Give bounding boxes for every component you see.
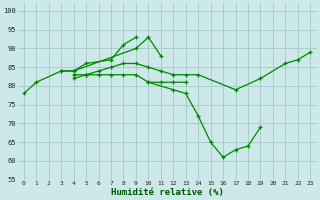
X-axis label: Humidité relative (%): Humidité relative (%) [111, 188, 223, 197]
